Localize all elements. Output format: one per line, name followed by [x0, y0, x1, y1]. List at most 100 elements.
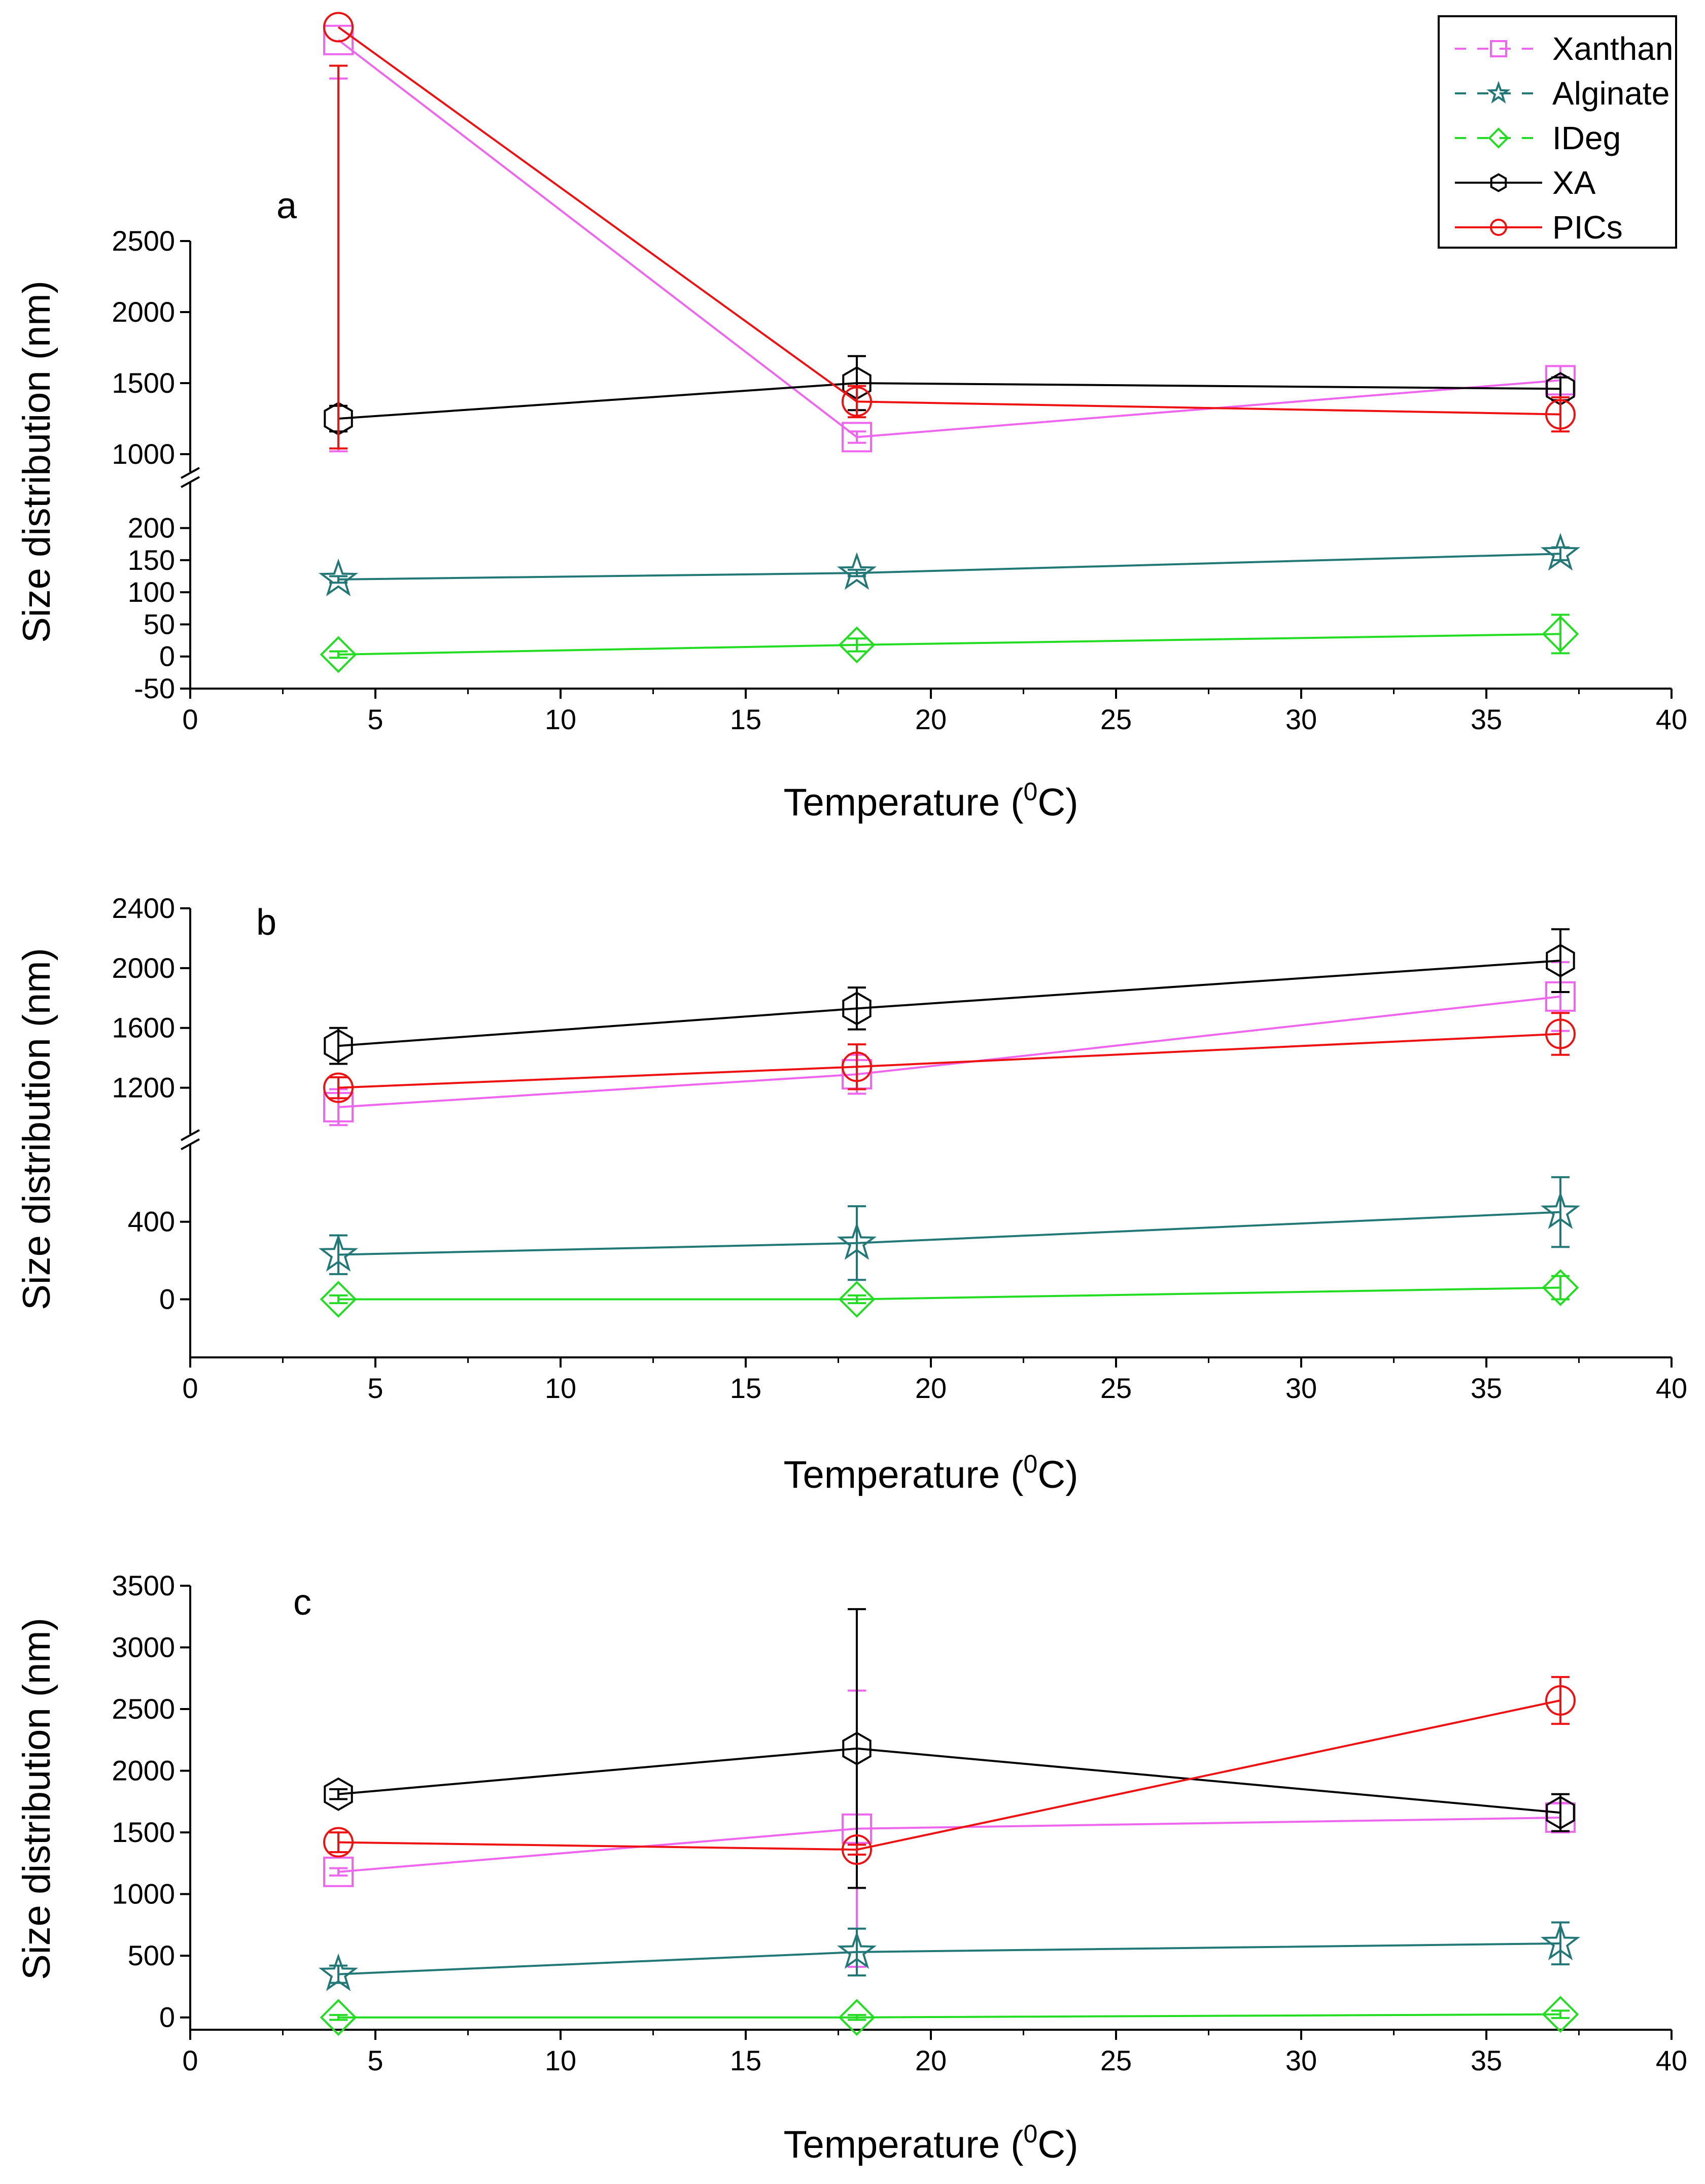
panel-c-ytick-label-2500: 2500 [112, 1693, 175, 1725]
panel-a-series-ideg [320, 613, 1579, 673]
panel-a-series-pics-point-1 [842, 386, 872, 417]
panel-a-xtick-label-25: 25 [1100, 703, 1132, 735]
panel-b-series-pics-point-2 [1545, 1018, 1576, 1049]
panel-c-ytick-label-3000: 3000 [112, 1631, 175, 1663]
panel-c-xtick-label-5: 5 [367, 2044, 383, 2076]
legend-label-alginate: Alginate [1552, 75, 1669, 112]
panel-c-xtick-label-0: 0 [182, 2044, 198, 2076]
panel-a-xlabel: Temperature (0C) [783, 777, 1078, 824]
panel-b-ytick-label-400: 400 [128, 1206, 175, 1238]
panel-c-xlabel-sup: 0 [1024, 2120, 1038, 2148]
panel-b-xtick-label-5: 5 [367, 1372, 383, 1404]
panel-c-series-xa-point-2 [1546, 1796, 1575, 1830]
panel-c-ylabel: Size distribution (nm) [15, 1618, 58, 1980]
panel-a-series-alginate [318, 533, 1581, 597]
panel-a-series-ideg-point-0 [320, 636, 357, 673]
panel-b-series-xa-point-2 [1546, 943, 1575, 978]
panel-c-ytick-label-0: 0 [159, 2001, 175, 2033]
panel-c-ytick-label-500: 500 [128, 1939, 175, 1971]
panel-b-xlabel-end: C) [1037, 1453, 1078, 1496]
panel-a-ytick-label-150: 150 [128, 544, 175, 576]
panel-a-axes: 0 5 10 15 20 25 30 35 40-50050100150200100015002… [112, 225, 1687, 735]
legend-marker-xa [1490, 173, 1507, 192]
panel-a-xtick-label-10: 10 [545, 703, 576, 735]
panel-a-xlabel-sup: 0 [1024, 777, 1038, 806]
panel-c-xlabel: Temperature (0C) [783, 2120, 1078, 2166]
panel-a-xtick-label-20: 20 [915, 703, 947, 735]
panel-a-series-pics [323, 12, 1576, 450]
panel-a-y-break-mark-1 [181, 467, 200, 479]
legend: Xanthan Alginate IDeg XA PICs [1438, 15, 1677, 249]
legend-label-xa: XA [1552, 164, 1596, 201]
panel-c-ytick-label-1000: 1000 [112, 1878, 175, 1910]
panel-a-series-ideg-point-1 [838, 626, 876, 664]
panel-c-axes: 0 5 10 15 20 25 30 35 40 0 500 1000 1500 2000 2500 3000… [112, 1569, 1687, 2076]
panel-c-series-alginate-point-1 [837, 1931, 877, 1969]
panel-a-ytick-label-100: 100 [128, 576, 175, 608]
panel-b-series-xa-point-1 [842, 992, 872, 1026]
panel-c-series-xanthan-point-0 [323, 1856, 354, 1887]
panel-c-series-pics [323, 1676, 1576, 1865]
legend-label-xanthan: Xanthan [1552, 30, 1673, 67]
panel-a-ytick-label--50: -50 [134, 672, 175, 704]
panel-b-y-break-mark-1 [181, 1129, 200, 1141]
panel-b-series-pics [323, 1012, 1576, 1103]
panel-a-xlabel-end: C) [1037, 781, 1078, 824]
legend-label-ideg: IDeg [1552, 120, 1621, 156]
panel-b-series-xa [324, 928, 1575, 1065]
panel-b-xtick-label-10: 10 [545, 1372, 576, 1404]
panel-b: b Size distribution (nm) Temperature (0C… [15, 892, 1687, 1496]
panel-c-xtick-label-10: 10 [545, 2044, 576, 2076]
panel-c-series-alginate [318, 1921, 1581, 1991]
panel-c-xlabel-main: Temperature ( [783, 2123, 1023, 2166]
panel-c-xtick-label-35: 35 [1471, 2044, 1502, 2076]
panel-c-series-xa-point-1 [842, 1731, 872, 1765]
panel-a-series-xanthan-point-1 [842, 422, 872, 453]
panel-c-series-pics-point-0 [323, 1827, 354, 1858]
panel-c: c Size distribution (nm) Temperature (0C… [15, 1569, 1687, 2166]
panel-a: a Size distribution (nm) Temperature (0C… [15, 12, 1687, 824]
panel-c-xtick-label-25: 25 [1100, 2044, 1132, 2076]
panel-b-series-ideg-point-0 [320, 1281, 357, 1318]
panel-a-ytick-label-1500: 1500 [112, 367, 175, 399]
panel-c-xtick-label-30: 30 [1285, 2044, 1317, 2076]
panel-a-xtick-label-5: 5 [367, 703, 383, 735]
panel-b-ytick-label-0: 0 [159, 1283, 175, 1315]
panel-a-xtick-label-0: 0 [182, 703, 198, 735]
legend-entries: Xanthan Alginate IDeg XA PICs [1455, 30, 1673, 246]
panel-a-xtick-label-35: 35 [1471, 703, 1502, 735]
panel-a-plot: 0 5 10 15 20 25 30 35 40-50050100150200100015002… [112, 12, 1687, 735]
panel-a-xtick-label-40: 40 [1656, 703, 1687, 735]
panel-b-series-ideg-point-1 [838, 1281, 876, 1318]
panel-b-xlabel-sup: 0 [1024, 1450, 1038, 1478]
panel-a-series-pics-point-0 [323, 12, 354, 43]
panel-c-ytick-label-3500: 3500 [112, 1569, 175, 1601]
panel-c-series-ideg-point-2 [1542, 1996, 1579, 2033]
panel-a-ytick-label-50: 50 [144, 608, 175, 640]
panel-b-xtick-label-20: 20 [915, 1372, 947, 1404]
panel-c-xtick-label-15: 15 [730, 2044, 761, 2076]
panel-b-series-alginate-point-1 [837, 1222, 877, 1260]
panel-c-xtick-label-40: 40 [1656, 2044, 1687, 2076]
panel-b-letter: b [256, 902, 276, 943]
panel-b-ytick-label-2400: 2400 [112, 892, 175, 924]
panel-b-ylabel: Size distribution (nm) [15, 948, 58, 1310]
panel-a-ylabel: Size distribution (nm) [15, 281, 58, 643]
panel-a-xtick-label-30: 30 [1285, 703, 1317, 735]
panel-a-series-xanthan-point-0 [323, 24, 354, 55]
panel-a-ytick-label-200: 200 [128, 512, 175, 544]
panel-a-xtick-label-15: 15 [730, 703, 761, 735]
panel-b-xtick-label-25: 25 [1100, 1372, 1132, 1404]
panel-a-ytick-label-1000: 1000 [112, 438, 175, 470]
panel-a-ytick-label-0: 0 [159, 640, 175, 672]
legend-entry-xanthan: Xanthan [1455, 30, 1673, 67]
legend-marker-pics [1490, 219, 1507, 236]
panel-b-xtick-label-40: 40 [1656, 1372, 1687, 1404]
panel-a-ytick-label-2000: 2000 [112, 296, 175, 328]
panel-c-series-pics-point-1 [842, 1834, 872, 1865]
panel-a-series-alginate-point-1 [837, 552, 877, 590]
panel-b-xlabel: Temperature (0C) [783, 1450, 1078, 1496]
